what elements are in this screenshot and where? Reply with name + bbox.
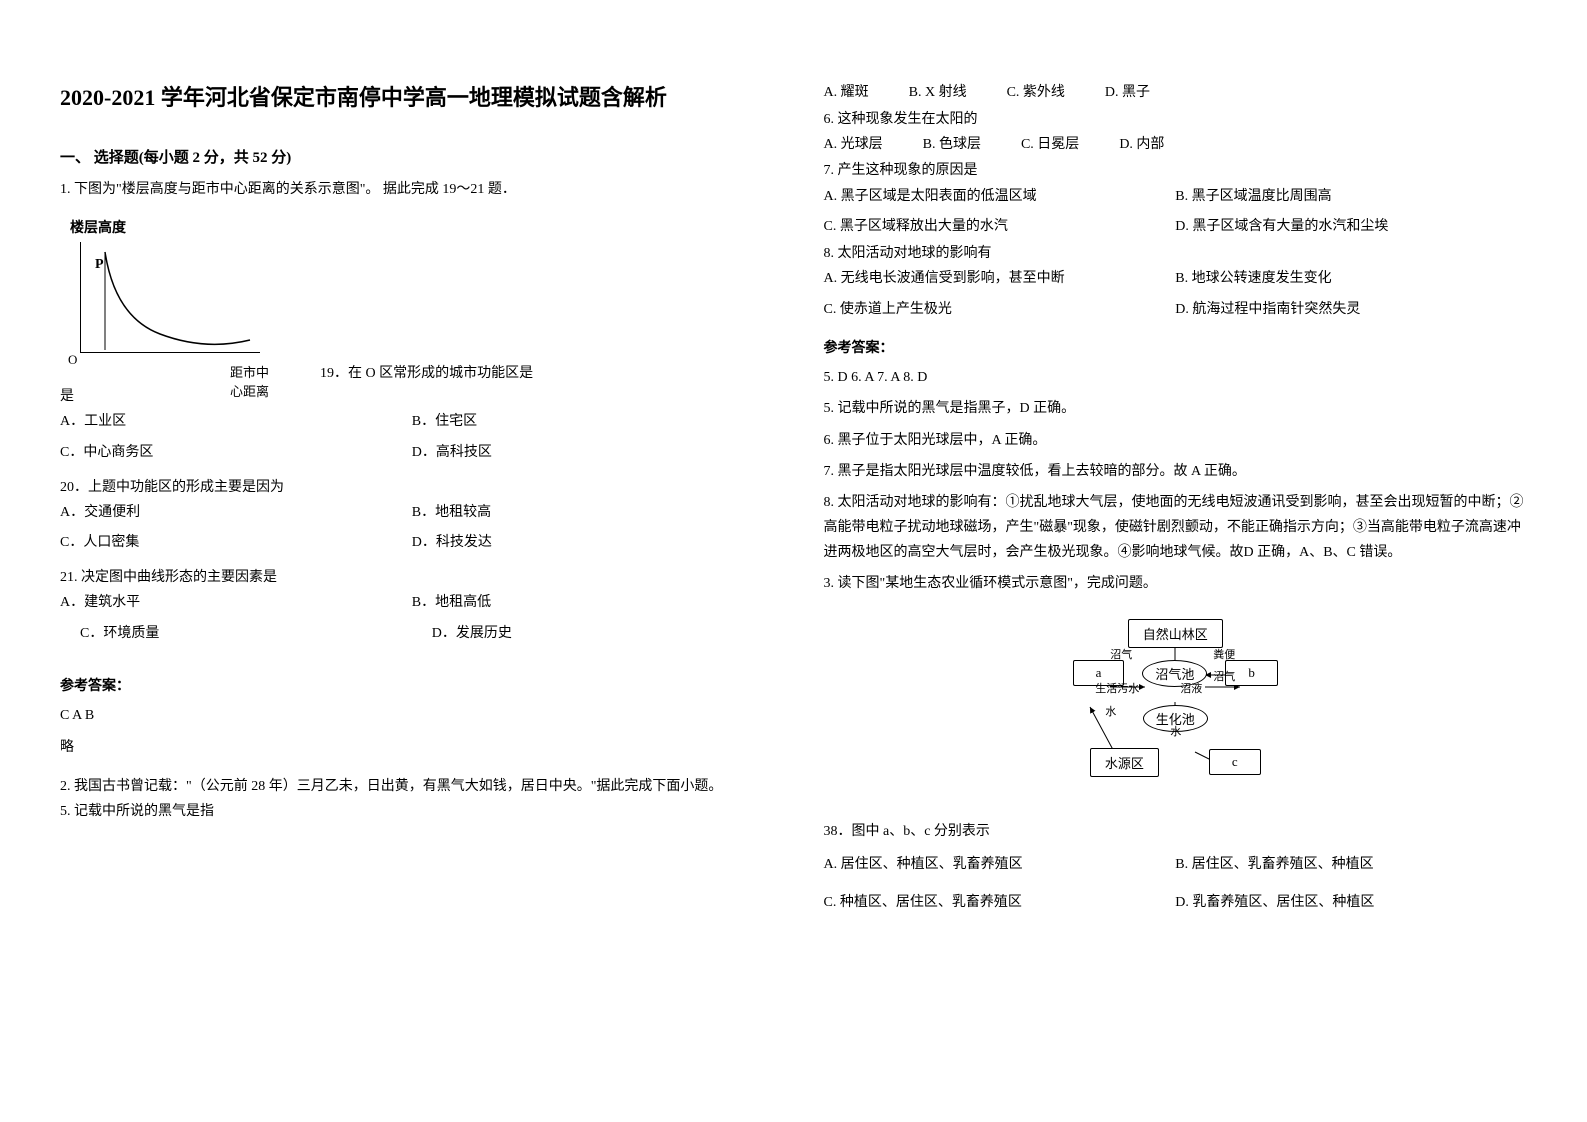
chart1-container: 楼层高度 P O 距市中心距离 19．在 O 区常形成的城市功能区是 [60, 222, 764, 372]
q19-opt-b: B．住宅区 [412, 409, 764, 436]
right-column: A. 耀斑 B. X 射线 C. 紫外线 D. 黑子 6. 这种现象发生在太阳的… [824, 80, 1528, 1042]
q8-options: A. 无线电长波通信受到影响，甚至中断 B. 地球公转速度发生变化 C. 使赤道… [824, 266, 1528, 323]
q38-opt-c: C. 种植区、居住区、乳畜养殖区 [824, 890, 1176, 917]
diag-label-shui2: 水 [1170, 723, 1181, 739]
diag-row-4: 水源区 c [1025, 748, 1325, 777]
q5-text: 5. 记载中所说的黑气是指 [60, 799, 764, 824]
q38-opt-a: A. 居住区、种植区、乳畜养殖区 [824, 852, 1176, 879]
chart1: 楼层高度 P O 距市中心距离 19．在 O 区常形成的城市功能区是 [70, 222, 270, 372]
q2-exp6: 6. 黑子位于太阳光球层中，A 正确。 [824, 428, 1528, 453]
chart1-xlabel: 距市中心距离 [230, 362, 270, 400]
section1-header: 一、 选择题(每小题 2 分，共 52 分) [60, 146, 764, 167]
q7-opt-b: B. 黑子区域温度比周围高 [1175, 184, 1527, 211]
diag-label-shenghuo: 生活污水 [1095, 680, 1139, 696]
q8-opt-b: B. 地球公转速度发生变化 [1175, 266, 1527, 293]
diag-label-zhaoye: 沼液 [1180, 680, 1202, 696]
q1-intro: 1. 下图为"楼层高度与距市中心距离的关系示意图"。 据此完成 19～21 题． [60, 177, 764, 202]
left-column: 2020-2021 学年河北省保定市南停中学高一地理模拟试题含解析 一、 选择题… [60, 80, 764, 1042]
q1-answer-label: 参考答案： [60, 675, 764, 695]
diag-row-2: a 沼气池 b 沼气 粪便 沼气 生活污水 沼液 [1025, 660, 1325, 687]
q2-intro: 2. 我国古书曾记载："（公元前 28 年）三月乙未，日出黄，有黑气大如钱，居日… [60, 774, 764, 799]
q8-opt-d: D. 航海过程中指南针突然失灵 [1175, 297, 1527, 324]
q21-text: 21. 决定图中曲线形态的主要因素是 [60, 565, 764, 590]
q21-options: A．建筑水平 B．地租高低 C．环境质量 D．发展历史 [60, 590, 764, 647]
q19-opt-a: A．工业区 [60, 409, 412, 436]
q21-opt-a: A．建筑水平 [60, 590, 412, 617]
q19-opt-d: D．高科技区 [412, 440, 764, 467]
q1-note: 略 [60, 735, 764, 760]
diag-label-shui1: 水 [1105, 703, 1116, 719]
q8-opt-a: A. 无线电长波通信受到影响，甚至中断 [824, 266, 1176, 293]
q6-options: A. 光球层 B. 色球层 C. 日冕层 D. 内部 [824, 132, 1528, 159]
diag-label-fenbian: 粪便 [1213, 646, 1235, 662]
q6-opt-a: A. 光球层 [824, 132, 883, 159]
q21-opt-c: C．环境质量 [60, 621, 412, 648]
diag-c: c [1209, 749, 1261, 775]
diag-label-zhaoqi2: 沼气 [1213, 668, 1235, 684]
q6-opt-b: B. 色球层 [923, 132, 981, 159]
q38-opt-b: B. 居住区、乳畜养殖区、种植区 [1175, 852, 1527, 879]
q7-options: A. 黑子区域是太阳表面的低温区域 B. 黑子区域温度比周围高 C. 黑子区域释… [824, 184, 1528, 241]
q2-answer-label: 参考答案： [824, 337, 1528, 357]
chart1-curve [80, 242, 260, 352]
chart1-ylabel: 楼层高度 [70, 217, 126, 237]
q7-opt-a: A. 黑子区域是太阳表面的低温区域 [824, 184, 1176, 211]
diag-row-1: 自然山林区 [1025, 619, 1325, 648]
q38-options: A. 居住区、种植区、乳畜养殖区 B. 居住区、乳畜养殖区、种植区 C. 种植区… [824, 852, 1528, 917]
q21-opt-d: D．发展历史 [412, 621, 764, 648]
q20-text: 20．上题中功能区的形成主要是因为 [60, 475, 764, 500]
q6-opt-d: D. 内部 [1119, 132, 1164, 159]
q5-options: A. 耀斑 B. X 射线 C. 紫外线 D. 黑子 [824, 80, 1528, 107]
q8-opt-c: C. 使赤道上产生极光 [824, 297, 1176, 324]
diagram2: 自然山林区 a 沼气池 b 沼气 粪便 沼气 生活污水 沼液 生化池 水 水 水… [1025, 607, 1325, 789]
q5-opt-b: B. X 射线 [909, 80, 967, 107]
q20-opt-c: C．人口密集 [60, 530, 412, 557]
q5-opt-a: A. 耀斑 [824, 80, 869, 107]
q38-text: 38．图中 a、b、c 分别表示 [824, 819, 1528, 844]
q7-text: 7. 产生这种现象的原因是 [824, 158, 1528, 183]
q6-text: 6. 这种现象发生在太阳的 [824, 107, 1528, 132]
q5-opt-c: C. 紫外线 [1007, 80, 1065, 107]
q6-opt-c: C. 日冕层 [1021, 132, 1079, 159]
q3-intro: 3. 读下图"某地生态农业循环模式示意图"，完成问题。 [824, 571, 1528, 596]
q7-opt-d: D. 黑子区域含有大量的水汽和尘埃 [1175, 214, 1527, 241]
q2-exp8: 8. 太阳活动对地球的影响有：①扰乱地球大气层，使地面的无线电短波通讯受到影响，… [824, 490, 1528, 566]
diag-water: 水源区 [1090, 748, 1159, 777]
diag-top: 自然山林区 [1128, 619, 1223, 648]
page-title: 2020-2021 学年河北省保定市南停中学高一地理模拟试题含解析 [60, 80, 764, 112]
q2-answer-line: 5. D 6. A 7. A 8. D [824, 365, 1528, 390]
chart1-xaxis [80, 352, 260, 353]
q38-opt-d: D. 乳畜养殖区、居住区、种植区 [1175, 890, 1527, 917]
q20-opt-d: D．科技发达 [412, 530, 764, 557]
q20-opt-a: A．交通便利 [60, 500, 412, 527]
q5-opt-d: D. 黑子 [1105, 80, 1150, 107]
q1-answer: C A B [60, 703, 764, 728]
q2-exp5: 5. 记载中所说的黑气是指黑子，D 正确。 [824, 396, 1528, 421]
q7-opt-c: C. 黑子区域释放出大量的水汽 [824, 214, 1176, 241]
q2-exp7: 7. 黑子是指太阳光球层中温度较低，看上去较暗的部分。故 A 正确。 [824, 459, 1528, 484]
chart1-point-p: P [95, 257, 104, 273]
q19-text: 19．在 O 区常形成的城市功能区是 [320, 362, 570, 382]
q20-opt-b: B．地租较高 [412, 500, 764, 527]
q20-options: A．交通便利 B．地租较高 C．人口密集 D．科技发达 [60, 500, 764, 557]
q19-options: A．工业区 B．住宅区 C．中心商务区 D．高科技区 [60, 409, 764, 466]
q21-opt-b: B．地租高低 [412, 590, 764, 617]
diag-label-zhaoqi1: 沼气 [1110, 646, 1132, 662]
q19-opt-c: C．中心商务区 [60, 440, 412, 467]
chart1-origin: O [68, 352, 77, 368]
q8-text: 8. 太阳活动对地球的影响有 [824, 241, 1528, 266]
q19-extra: 是 [60, 384, 764, 409]
diag-row-3: 生化池 水 水 [1025, 705, 1325, 732]
